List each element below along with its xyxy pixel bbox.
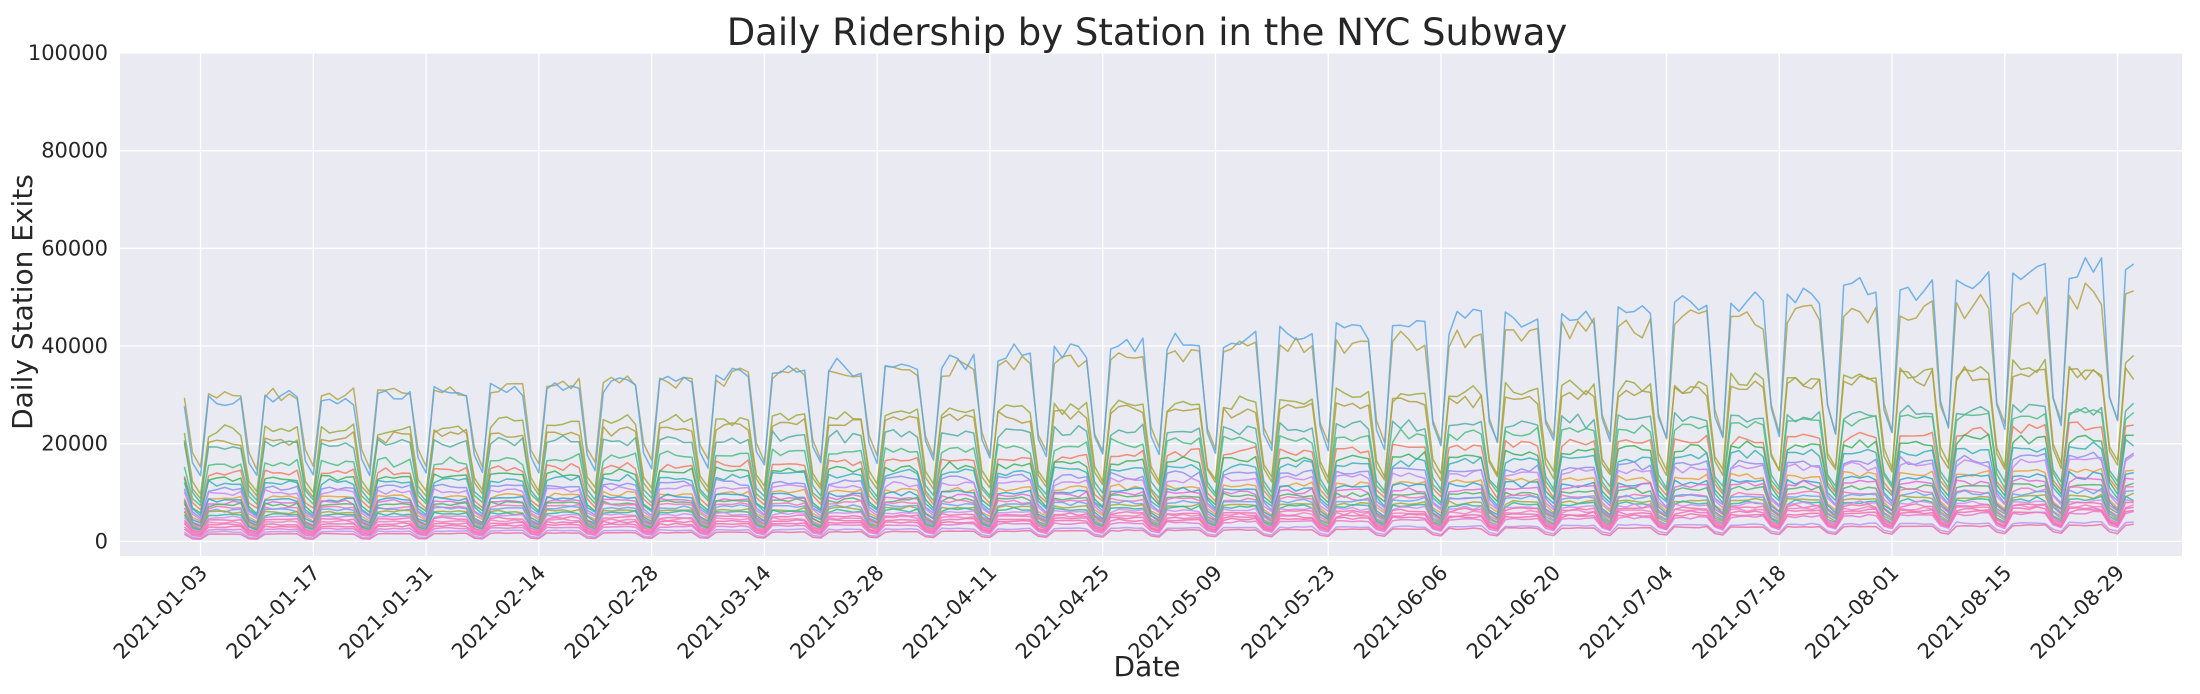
y-tick-label: 80000 — [41, 139, 108, 163]
x-tick-label: 2021-04-11 — [898, 561, 1001, 664]
x-tick-label: 2021-01-31 — [334, 561, 437, 664]
x-tick-label: 2021-05-09 — [1124, 561, 1227, 664]
y-tick-label: 60000 — [41, 236, 108, 260]
x-axis-label: Date — [1114, 650, 1181, 683]
y-axis-label: Daily Station Exits — [6, 174, 39, 430]
x-tick-label: 2021-02-28 — [560, 561, 663, 664]
series-line — [183, 402, 2135, 504]
x-tick-label: 2021-06-20 — [1462, 561, 1565, 664]
x-tick-label: 2021-07-04 — [1575, 561, 1678, 664]
x-tick-label: 2021-08-15 — [1913, 561, 2016, 664]
series-line — [184, 523, 2134, 541]
series-line — [183, 521, 2134, 539]
y-tick-label: 40000 — [41, 334, 108, 358]
series-line — [183, 467, 2134, 523]
series-line — [183, 438, 2135, 517]
y-tick-label: 100000 — [28, 41, 108, 65]
x-tick-label: 2021-04-25 — [1011, 561, 1114, 664]
x-tick-label: 2021-02-14 — [447, 561, 550, 664]
series-line — [183, 365, 2135, 500]
y-tick-label: 20000 — [41, 432, 108, 456]
series-lines — [183, 257, 2135, 541]
y-axis-ticks: 0 20000 40000 60000 80000 100000 — [28, 41, 108, 553]
chart-title: Daily Ridership by Station in the NYC Su… — [727, 11, 1568, 54]
series-line — [183, 257, 2135, 477]
x-tick-label: 2021-08-01 — [1800, 561, 1903, 664]
x-tick-label: 2021-06-06 — [1349, 561, 1452, 664]
series-line — [183, 510, 2134, 538]
x-tick-label: 2021-08-29 — [2026, 561, 2129, 664]
x-axis-ticks: 2021-01-03 2021-01-17 2021-01-31 2021-02-14… — [109, 561, 2129, 664]
series-line — [183, 508, 2134, 537]
x-tick-label: 2021-03-28 — [785, 561, 888, 664]
x-tick-label: 2021-07-18 — [1688, 561, 1791, 664]
x-tick-label: 2021-01-17 — [222, 561, 325, 664]
y-tick-label: 0 — [95, 529, 108, 553]
x-tick-label: 2021-01-03 — [109, 561, 212, 664]
x-tick-label: 2021-03-14 — [673, 561, 776, 664]
x-tick-label: 2021-05-23 — [1236, 561, 1339, 664]
